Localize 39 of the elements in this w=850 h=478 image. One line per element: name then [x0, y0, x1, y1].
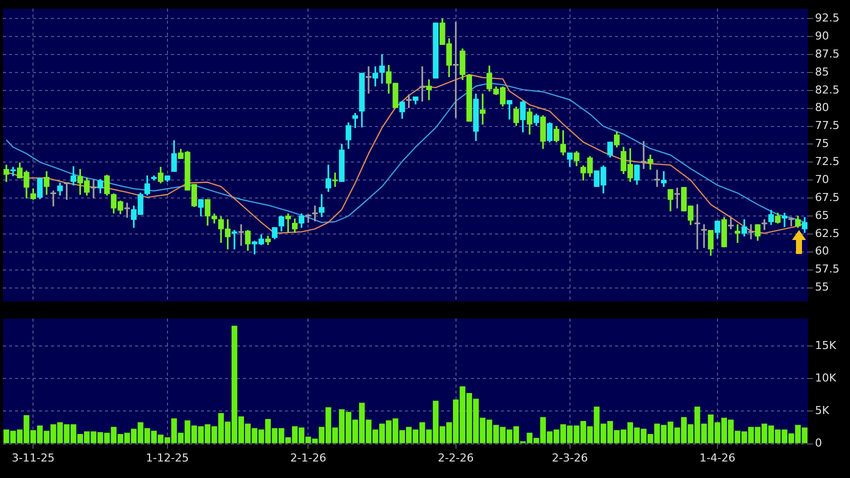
candlestick [426, 79, 432, 100]
candlestick [232, 230, 238, 250]
y-tick-label: 10K [815, 371, 837, 384]
x-tick-label: 1-12-25 [146, 451, 189, 464]
y-tick-label: 85 [815, 65, 829, 78]
y-tick-label: 77.5 [815, 119, 840, 132]
y-tick-label: 67.5 [815, 190, 840, 204]
y-tick-label: 5K [815, 404, 830, 418]
candlestick [312, 206, 318, 222]
candlestick [782, 212, 788, 228]
candlestick [379, 54, 385, 84]
candlestick [332, 172, 338, 187]
candlestick [654, 170, 660, 187]
y-tick-label: 80 [815, 101, 829, 114]
y-tick-label: 87.5 [815, 47, 840, 60]
y-tick-label: 62.5 [815, 226, 840, 240]
x-tick-label: 1-4-26 [699, 451, 736, 464]
y-tick-label: 72.5 [815, 155, 840, 168]
x-tick-label: 2-3-26 [552, 451, 588, 464]
y-tick-label: 75 [815, 137, 829, 150]
y-tick-label: 0 [815, 436, 822, 450]
y-tick-label: 70 [815, 172, 829, 186]
y-tick-label: 60 [815, 244, 829, 258]
candlestick [506, 100, 512, 120]
candlestick [10, 166, 16, 176]
x-tick-label: 2-1-26 [290, 451, 326, 464]
candlestick [90, 180, 96, 198]
candlestick [701, 224, 707, 248]
candlestick [734, 224, 740, 243]
y-tick-label: 15K [815, 338, 837, 352]
candlestick [748, 224, 754, 240]
y-tick-label: 92.5 [815, 12, 840, 25]
y-tick-label: 82.5 [815, 83, 840, 96]
x-tick-label: 3-11-25 [12, 451, 55, 464]
x-tick-label: 2-2-26 [438, 451, 474, 464]
y-tick-label: 90 [815, 29, 829, 42]
y-tick-label: 55 [815, 280, 829, 294]
y-tick-label: 65 [815, 208, 829, 222]
y-tick-label: 57.5 [815, 262, 840, 276]
